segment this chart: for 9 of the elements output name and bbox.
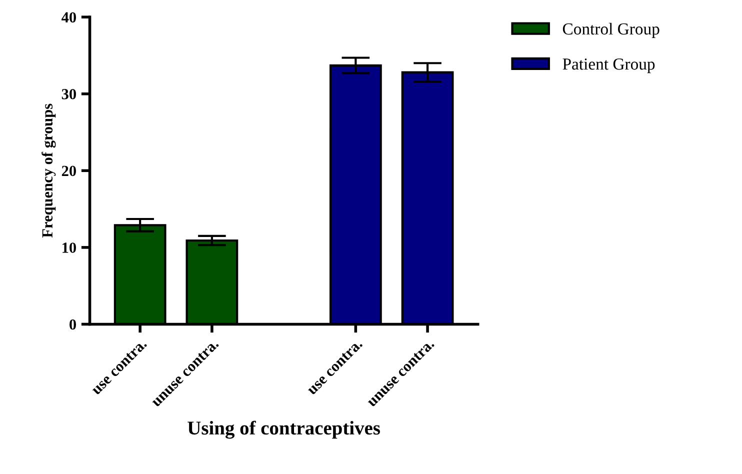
y-tick-label: 30 — [62, 88, 76, 100]
legend-label: Patient Group — [562, 58, 655, 74]
y-tick-label: 10 — [62, 242, 76, 253]
y-tick-label: 0 — [70, 319, 76, 330]
x-axis-title: Using of contraceptives — [188, 420, 380, 439]
legend-label: Control Group — [562, 22, 660, 38]
y-axis-title: Frequency of groups — [42, 104, 56, 238]
y-tick-label: 40 — [62, 12, 76, 23]
y-tick-label: 20 — [62, 166, 76, 176]
